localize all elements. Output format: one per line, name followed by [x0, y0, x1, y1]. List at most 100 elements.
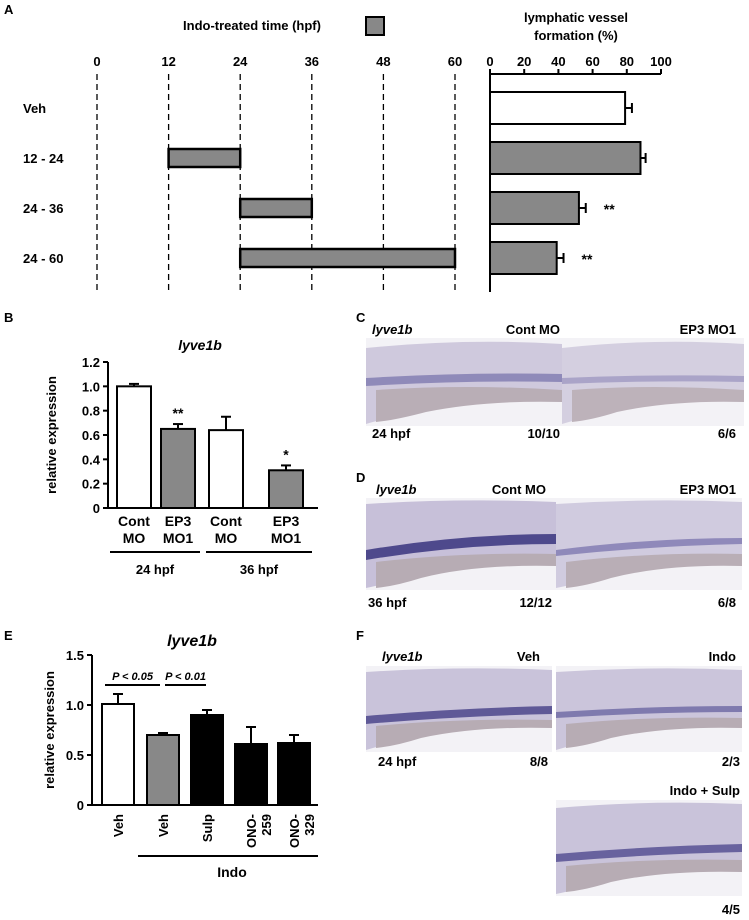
a-row-label: 24 - 36 — [23, 201, 63, 216]
a-row-label: Veh — [23, 101, 46, 116]
f-indo-sulp-embryo-image — [556, 800, 742, 896]
b-bar — [160, 427, 196, 509]
b-category-label: MO — [215, 530, 238, 546]
c-ep3-mo1-embryo-image — [562, 338, 744, 426]
a-formation-bar — [489, 141, 642, 175]
a-row-label: 24 - 60 — [23, 251, 63, 266]
a-right-title-line1: lymphatic vessel — [524, 10, 628, 25]
d-left-count: 12/12 — [519, 595, 552, 610]
a-timeline-chart: 0 12 24 36 48 60 Veh 12 - 24 24 - 36 24 - 60 — [23, 54, 462, 292]
e-chart-title: lyve1b — [167, 633, 217, 650]
e-y-axis-label: relative expression — [42, 671, 57, 789]
a-formation-bar — [489, 241, 558, 275]
d-gene-label: lyve1b — [376, 482, 417, 497]
f-stage-label: 24 hpf — [378, 754, 417, 769]
panel-letter-a: A — [4, 2, 14, 17]
e-y-tick-label: 0 — [77, 798, 84, 813]
b-chart-title: lyve1b — [178, 337, 222, 353]
a-time-tick-label: 60 — [448, 54, 462, 69]
embryo-illustration — [366, 498, 556, 590]
e-category-label: ONO- — [287, 814, 302, 848]
b-y-tick-label: 0.2 — [82, 477, 100, 492]
d-right-count: 6/8 — [718, 595, 736, 610]
e-y-tick-label: 0.5 — [66, 748, 84, 763]
f-bottom-label: Indo + Sulp — [670, 783, 740, 798]
b-category-label: Cont — [118, 513, 150, 529]
e-bar — [277, 742, 311, 806]
f-indo-embryo-image — [556, 666, 742, 752]
e-bar — [146, 734, 180, 806]
embryo-illustration — [556, 666, 742, 752]
a-time-tick-label: 48 — [376, 54, 390, 69]
e-bar — [234, 743, 268, 806]
embryo-illustration — [562, 338, 744, 426]
a-formation-tick-label: 100 — [650, 54, 672, 69]
a-formation-bar — [489, 91, 627, 125]
e-category-label: ONO- — [244, 814, 259, 848]
e-chart: lyve1b relative expression 0 0.5 1.0 1.5 Veh Ve… — [42, 633, 318, 880]
c-right-count: 6/6 — [718, 426, 736, 441]
embryo-illustration — [556, 800, 742, 896]
b-y-tick-label: 0.8 — [82, 404, 100, 419]
b-group-label: 36 hpf — [240, 562, 279, 577]
b-bar — [116, 385, 152, 510]
a-formation-bar — [489, 191, 580, 225]
a-treatment-interval-bar — [238, 197, 314, 219]
b-category-label: EP3 — [273, 513, 300, 529]
f-top-right-count: 2/3 — [722, 754, 740, 769]
b-y-tick-label: 1.0 — [82, 379, 100, 394]
b-y-tick-label: 0.6 — [82, 428, 100, 443]
e-category-label: Veh — [111, 814, 126, 837]
b-category-label: MO — [123, 530, 146, 546]
b-y-tick-label: 0.4 — [82, 452, 101, 467]
e-bar — [101, 703, 135, 806]
e-category-label: Veh — [156, 814, 171, 837]
a-formation-tick-label: 60 — [585, 54, 599, 69]
d-cont-mo-embryo-image — [366, 498, 556, 590]
e-comparison-label: P < 0.05 — [112, 671, 154, 683]
e-category-label: Sulp — [200, 814, 215, 842]
b-significance-label: * — [283, 446, 289, 462]
e-comparison-label: P < 0.01 — [165, 671, 206, 683]
c-right-label: EP3 MO1 — [680, 322, 736, 337]
e-category-label: 259 — [259, 814, 274, 836]
b-bar — [268, 469, 304, 509]
e-y-tick-label: 1.0 — [66, 698, 84, 713]
panel-letter-f: F — [356, 628, 364, 643]
a-formation-chart: 0 20 40 60 80 100 ** ** — [486, 54, 672, 292]
e-y-tick-label: 1.5 — [66, 648, 84, 663]
c-gene-label: lyve1b — [372, 322, 413, 337]
f-veh-embryo-image — [366, 666, 552, 752]
embryo-illustration — [366, 338, 562, 426]
embryo-illustration — [366, 666, 552, 752]
d-left-label: Cont MO — [492, 482, 546, 497]
d-right-label: EP3 MO1 — [680, 482, 736, 497]
b-category-label: EP3 — [165, 513, 192, 529]
a-time-tick-label: 36 — [305, 54, 319, 69]
panel-letter-b: B — [4, 310, 13, 325]
a-formation-tick-label: 0 — [486, 54, 493, 69]
b-y-tick-label: 0 — [93, 501, 100, 516]
e-bar — [190, 714, 224, 806]
f-top-right-label: Indo — [709, 649, 736, 664]
panel-letter-e: E — [4, 628, 13, 643]
b-y-axis-label: relative expression — [44, 376, 59, 494]
c-stage-label: 24 hpf — [372, 426, 411, 441]
b-chart: lyve1b relative expression 0 0.2 0.4 0.6 0.8 1.… — [44, 337, 318, 577]
f-gene-label: lyve1b — [382, 649, 423, 664]
a-right-title-line2: formation (%) — [534, 28, 618, 43]
panel-letter-d: D — [356, 470, 365, 485]
a-legend-swatch — [365, 16, 385, 36]
b-y-tick-label: 1.2 — [82, 355, 100, 370]
f-bottom-count: 4/5 — [722, 902, 740, 917]
f-top-left-label: Veh — [517, 649, 540, 664]
b-significance-label: ** — [173, 405, 184, 421]
a-significance-label: ** — [604, 201, 615, 217]
e-category-label: 329 — [302, 814, 317, 836]
a-treatment-interval-bar — [238, 247, 457, 269]
b-category-label: MO1 — [271, 530, 302, 546]
a-legend-label: Indo-treated time (hpf) — [183, 18, 321, 33]
a-row-label: 12 - 24 — [23, 151, 64, 166]
c-left-label: Cont MO — [506, 322, 560, 337]
